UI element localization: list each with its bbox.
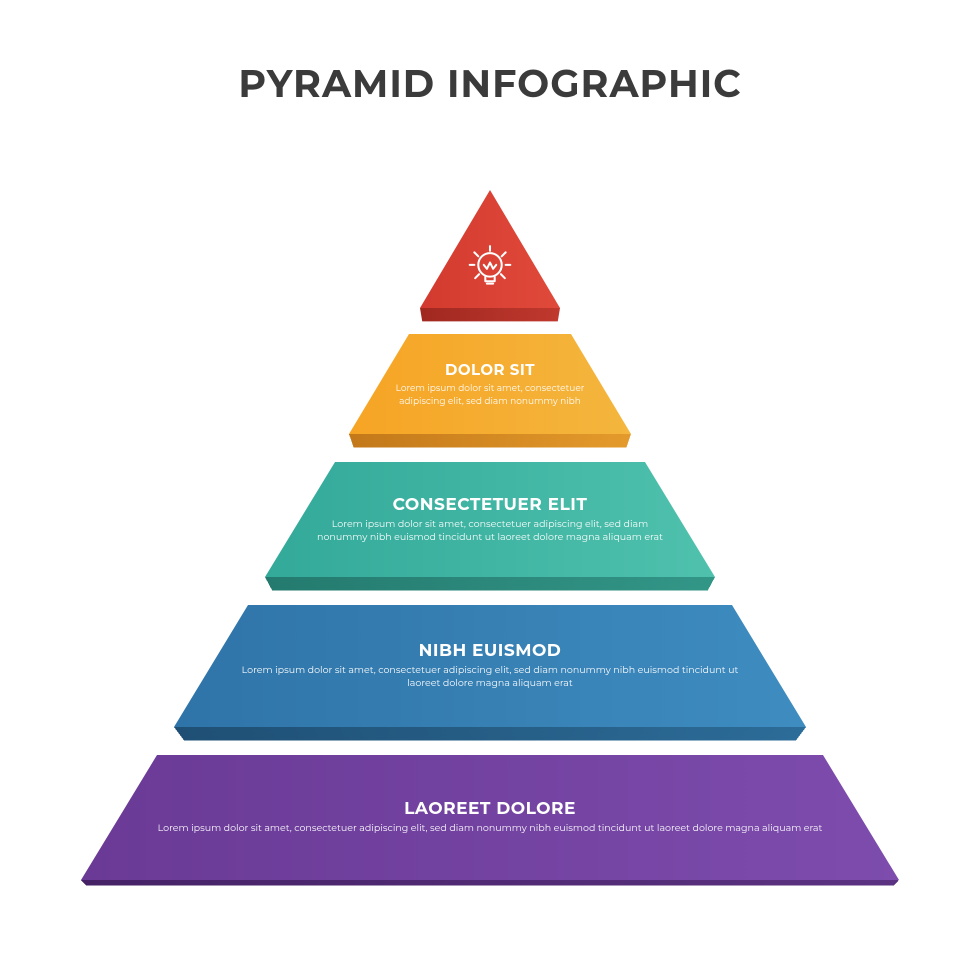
pyramid-slab-3 — [265, 577, 715, 590]
pyramid-slab-2 — [349, 434, 631, 447]
page-root: PYRAMID INFOGRAPHIC DOLOR SIT Lorem ipsum… — [0, 0, 980, 980]
pyramid-slab-5 — [81, 880, 899, 886]
pyramid-infographic: DOLOR SIT Lorem ipsum dolor sit amet, con… — [80, 190, 900, 890]
level-description: Lorem ipsum dolor sit amet, consectetuer… — [228, 665, 752, 691]
level-title: CONSECTETUER ELIT — [393, 495, 588, 515]
pyramid-level-5: LAOREET DOLORE Lorem ipsum dolor sit amet… — [81, 755, 899, 880]
pyramid-slab-4 — [174, 727, 806, 740]
pyramid-face-3: CONSECTETUER ELIT Lorem ipsum dolor sit a… — [265, 462, 715, 577]
page-title: PYRAMID INFOGRAPHIC — [0, 60, 980, 107]
pyramid-level-4: NIBH EUISMOD Lorem ipsum dolor sit amet, … — [174, 605, 806, 727]
level-description: Lorem ipsum dolor sit amet, consectetuer… — [315, 519, 665, 545]
pyramid-slab-1 — [420, 308, 560, 321]
pyramid-level-3: CONSECTETUER ELIT Lorem ipsum dolor sit a… — [265, 462, 715, 577]
lightbulb-idea-icon — [465, 243, 515, 293]
pyramid-level-2: DOLOR SIT Lorem ipsum dolor sit amet, con… — [349, 334, 631, 434]
pyramid-face-1 — [420, 190, 560, 308]
pyramid-level-1 — [420, 190, 560, 308]
level-title: LAOREET DOLORE — [404, 799, 576, 819]
pyramid-face-2: DOLOR SIT Lorem ipsum dolor sit amet, con… — [349, 334, 631, 434]
level-description: Lorem ipsum dolor sit amet, consectetuer… — [158, 823, 823, 836]
level-title: DOLOR SIT — [445, 360, 535, 379]
pyramid-face-5: LAOREET DOLORE Lorem ipsum dolor sit amet… — [81, 755, 899, 880]
pyramid-face-4: NIBH EUISMOD Lorem ipsum dolor sit amet, … — [174, 605, 806, 727]
level-title: NIBH EUISMOD — [419, 641, 562, 661]
level-description: Lorem ipsum dolor sit amet, consectetuer… — [389, 383, 591, 407]
